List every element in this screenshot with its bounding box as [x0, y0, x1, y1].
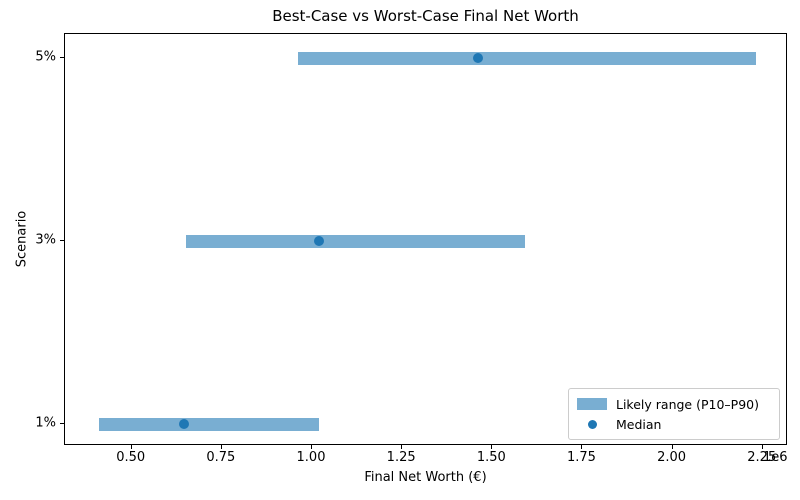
x-tick	[581, 445, 583, 449]
x-tick	[491, 445, 493, 449]
range-bar-swatch-icon	[577, 398, 607, 410]
x-tick	[401, 445, 403, 449]
y-tick-3pct	[60, 240, 64, 241]
y-tick-label-3pct: 3%	[35, 232, 56, 248]
median-dot-1pct	[178, 419, 189, 429]
x-tick-label: 1.50	[476, 450, 506, 465]
range-bar-5pct	[297, 51, 756, 65]
legend: Likely range (P10–P90) Median	[568, 388, 780, 440]
x-axis-label: Final Net Worth (€)	[364, 470, 487, 485]
range-bar-3pct	[185, 234, 525, 248]
y-tick-label-1pct: 1%	[35, 415, 56, 431]
x-tick	[671, 445, 673, 449]
y-tick-5pct	[60, 57, 64, 58]
x-tick-label: 0.75	[206, 450, 236, 465]
chart-title: Best-Case vs Worst-Case Final Net Worth	[272, 7, 579, 25]
legend-item-range: Likely range (P10–P90)	[577, 394, 771, 414]
x-tick-label: 2.00	[657, 450, 687, 465]
x-tick-label: 0.50	[116, 450, 146, 465]
x-tick	[220, 445, 222, 449]
range-bar-1pct	[99, 417, 320, 431]
legend-label-median: Median	[616, 416, 662, 432]
x-tick	[311, 445, 312, 449]
y-tick-1pct	[60, 423, 64, 424]
median-dot-swatch-icon	[587, 419, 597, 429]
x-tick-label: 1.00	[296, 450, 326, 465]
x-tick-label: 2.25	[747, 450, 777, 465]
x-tick-label: 1.75	[566, 450, 596, 465]
legend-item-median: Median	[577, 414, 771, 434]
median-dot-5pct	[472, 53, 483, 63]
y-tick-label-5pct: 5%	[35, 49, 56, 65]
median-dot-swatch-wrap	[577, 419, 607, 429]
x-tick-label: 1.25	[386, 450, 416, 465]
plot-area	[64, 33, 787, 445]
x-tick	[130, 445, 132, 449]
axis-offset-label: 1e6	[763, 450, 788, 465]
x-tick	[761, 445, 763, 449]
legend-label-range: Likely range (P10–P90)	[616, 396, 759, 412]
median-dot-3pct	[314, 236, 325, 246]
